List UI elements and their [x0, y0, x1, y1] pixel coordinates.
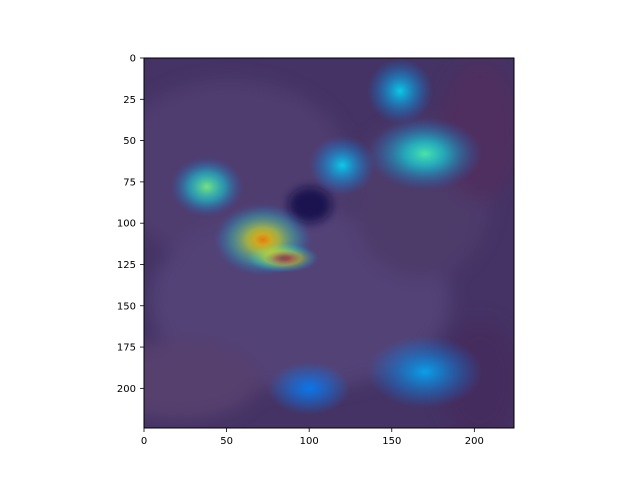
heat-hotspot	[213, 203, 313, 277]
y-axis: 0 25 50 75 100 125 150 175 200	[117, 54, 144, 395]
heat-hotspot	[267, 361, 351, 415]
y-tick-label: 75	[123, 177, 136, 188]
x-tick-label: 150	[382, 436, 401, 447]
x-axis: 0 50 100 150 200	[141, 428, 484, 447]
hotspot-layer	[170, 58, 483, 415]
y-tick-label: 150	[117, 301, 136, 312]
y-tick-label: 175	[117, 343, 136, 354]
heat-hotspot	[366, 335, 483, 409]
heat-hotspot	[366, 117, 483, 191]
x-tick-label: 50	[220, 436, 233, 447]
y-tick-label: 200	[117, 384, 136, 395]
y-tick-label: 0	[130, 54, 136, 65]
y-tick-label: 100	[117, 219, 136, 230]
x-tick-label: 200	[465, 436, 484, 447]
plot-frame	[143, 57, 515, 429]
eye-shape	[288, 187, 332, 223]
x-tick-label: 0	[141, 436, 147, 447]
heat-hotspot	[366, 58, 434, 125]
plot-area	[144, 58, 514, 428]
heat-hotspot	[309, 135, 376, 196]
y-tick-label: 50	[123, 136, 136, 147]
y-tick-label: 25	[123, 95, 136, 106]
y-tick-label: 125	[117, 260, 136, 271]
heat-hotspot	[170, 157, 244, 217]
x-tick-label: 100	[300, 436, 319, 447]
